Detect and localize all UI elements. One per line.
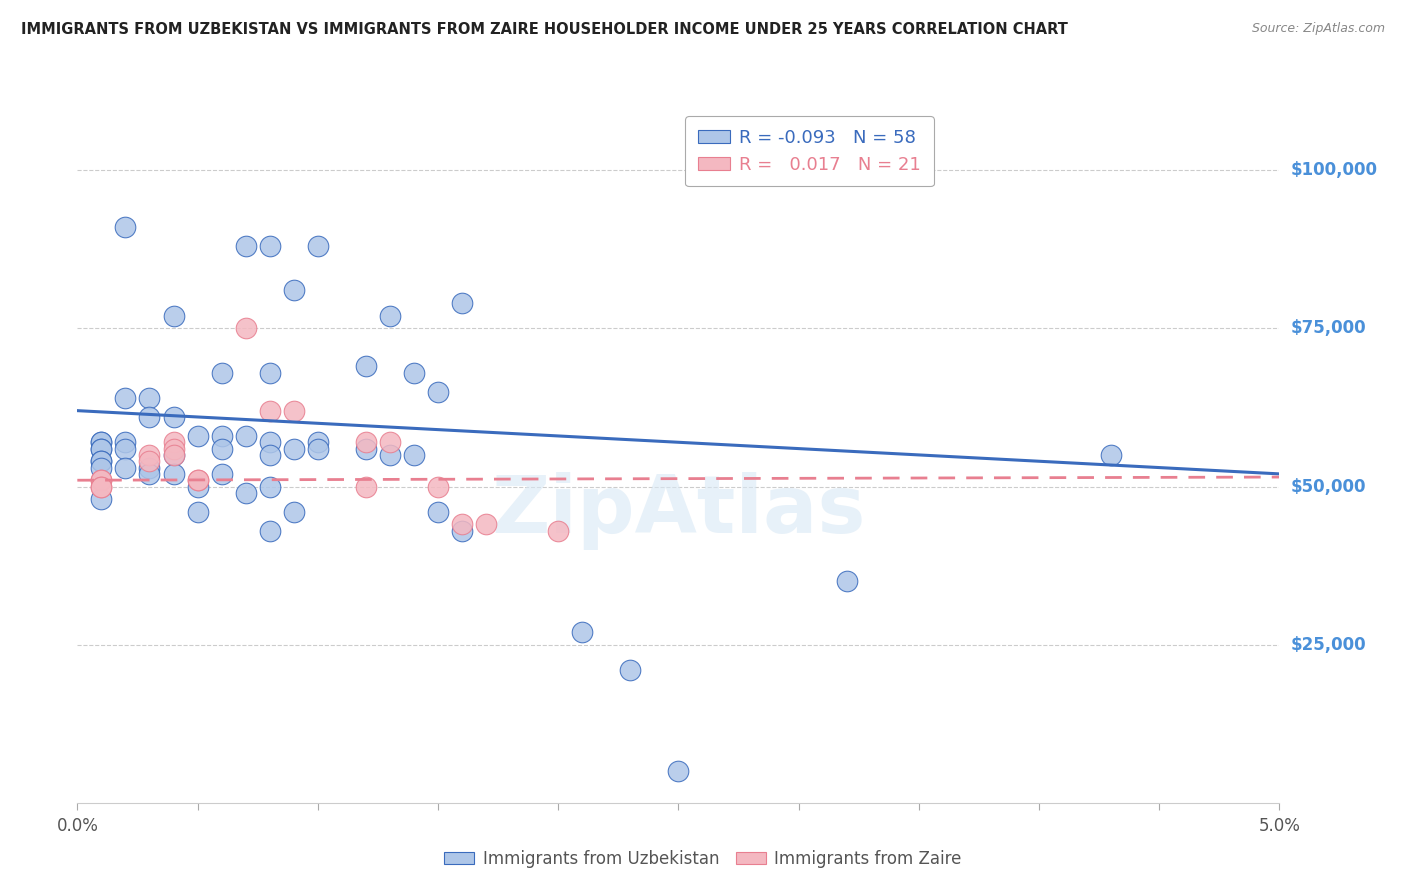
Text: $100,000: $100,000	[1291, 161, 1378, 179]
Point	[354, 479, 377, 493]
Point	[427, 479, 450, 493]
Point	[835, 574, 858, 589]
Point	[186, 505, 209, 519]
Point	[90, 435, 112, 450]
Point	[90, 479, 112, 493]
Point	[307, 442, 329, 456]
Point	[259, 479, 281, 493]
Point	[451, 296, 474, 310]
Point	[114, 391, 136, 405]
Point	[547, 524, 569, 538]
Text: $50,000: $50,000	[1291, 477, 1367, 496]
Point	[162, 448, 184, 462]
Point	[402, 448, 425, 462]
Text: IMMIGRANTS FROM UZBEKISTAN VS IMMIGRANTS FROM ZAIRE HOUSEHOLDER INCOME UNDER 25 : IMMIGRANTS FROM UZBEKISTAN VS IMMIGRANTS…	[21, 22, 1069, 37]
Point	[378, 435, 401, 450]
Point	[259, 366, 281, 380]
Point	[378, 448, 401, 462]
Text: Source: ZipAtlas.com: Source: ZipAtlas.com	[1251, 22, 1385, 36]
Point	[138, 448, 160, 462]
Point	[90, 435, 112, 450]
Point	[619, 663, 641, 677]
Point	[90, 492, 112, 507]
Point	[162, 448, 184, 462]
Text: ZipAtlas: ZipAtlas	[491, 472, 866, 549]
Point	[90, 460, 112, 475]
Point	[354, 359, 377, 374]
Point	[307, 435, 329, 450]
Point	[571, 625, 593, 640]
Point	[90, 454, 112, 468]
Point	[90, 473, 112, 487]
Point	[283, 403, 305, 417]
Point	[402, 366, 425, 380]
Point	[90, 479, 112, 493]
Point	[162, 442, 184, 456]
Point	[162, 309, 184, 323]
Point	[259, 239, 281, 253]
Point	[235, 486, 257, 500]
Point	[307, 239, 329, 253]
Point	[90, 473, 112, 487]
Point	[114, 442, 136, 456]
Point	[138, 460, 160, 475]
Point	[427, 505, 450, 519]
Point	[283, 505, 305, 519]
Point	[138, 409, 160, 424]
Point	[186, 429, 209, 443]
Point	[427, 384, 450, 399]
Legend: Immigrants from Uzbekistan, Immigrants from Zaire: Immigrants from Uzbekistan, Immigrants f…	[437, 844, 969, 875]
Point	[378, 309, 401, 323]
Point	[259, 403, 281, 417]
Point	[259, 435, 281, 450]
Point	[90, 442, 112, 456]
Point	[211, 442, 233, 456]
Point	[354, 442, 377, 456]
Point	[283, 442, 305, 456]
Legend: R = -0.093   N = 58, R =   0.017   N = 21: R = -0.093 N = 58, R = 0.017 N = 21	[685, 116, 934, 186]
Point	[138, 454, 160, 468]
Point	[451, 517, 474, 532]
Point	[186, 473, 209, 487]
Point	[162, 467, 184, 481]
Point	[475, 517, 498, 532]
Point	[186, 479, 209, 493]
Point	[668, 764, 690, 779]
Point	[235, 239, 257, 253]
Point	[90, 442, 112, 456]
Point	[235, 429, 257, 443]
Point	[283, 284, 305, 298]
Point	[138, 391, 160, 405]
Point	[354, 435, 377, 450]
Point	[259, 524, 281, 538]
Point	[235, 321, 257, 335]
Point	[162, 409, 184, 424]
Point	[211, 366, 233, 380]
Text: $25,000: $25,000	[1291, 636, 1367, 654]
Point	[162, 435, 184, 450]
Point	[211, 467, 233, 481]
Point	[114, 220, 136, 235]
Point	[259, 448, 281, 462]
Point	[114, 435, 136, 450]
Point	[1099, 448, 1122, 462]
Point	[114, 460, 136, 475]
Point	[451, 524, 474, 538]
Point	[138, 467, 160, 481]
Point	[90, 454, 112, 468]
Text: $75,000: $75,000	[1291, 319, 1367, 337]
Point	[186, 473, 209, 487]
Point	[211, 429, 233, 443]
